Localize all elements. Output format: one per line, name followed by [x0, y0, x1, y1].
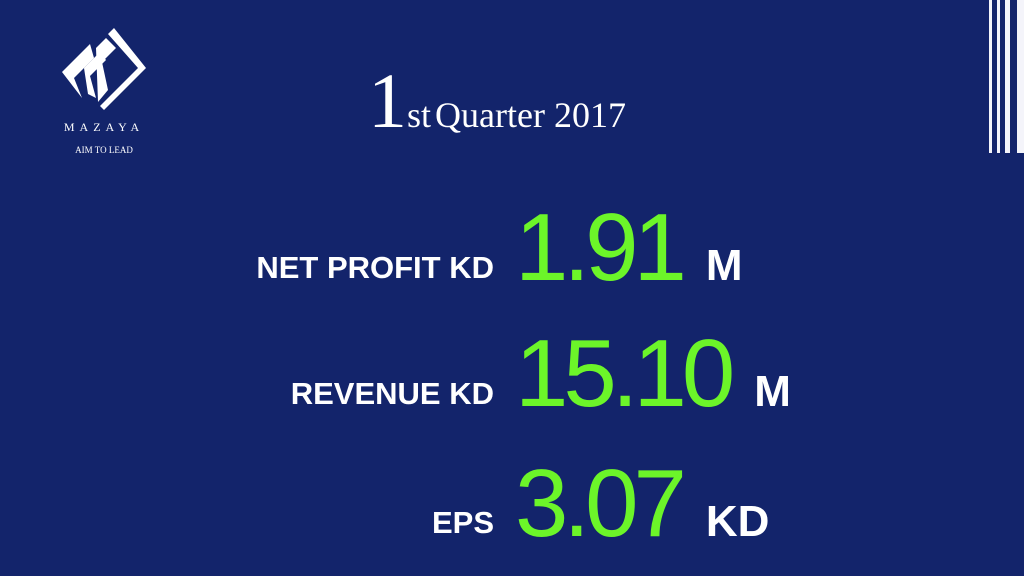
stripe	[989, 0, 992, 153]
metric-label: NET PROFIT KD	[256, 250, 494, 285]
stripe	[1017, 0, 1024, 153]
metric-label: REVENUE KD	[290, 376, 494, 411]
stripe	[997, 0, 1000, 153]
metric-value: 3.07	[515, 450, 687, 557]
metric-value-row: 3.07 KD	[515, 456, 769, 552]
metric-value-row: 1.91 M	[515, 200, 743, 296]
logo-mark-icon	[62, 28, 146, 110]
metric-value-row: 15.10 M	[515, 326, 791, 422]
page-title: 1st Quarter 2017	[368, 62, 626, 140]
title-suffix: st	[407, 95, 432, 135]
metric-unit: M	[705, 241, 743, 290]
metric-unit: KD	[705, 497, 770, 546]
metric-label: EPS	[431, 505, 494, 540]
metric-value: 15.10	[515, 320, 735, 427]
metric-unit: M	[754, 367, 791, 416]
title-text: Quarter 2017	[435, 95, 626, 135]
logo-tagline: AIM TO LEAD	[75, 145, 133, 155]
stripe	[1005, 0, 1010, 153]
logo-name: MAZAYA	[63, 120, 145, 134]
title-number: 1	[368, 57, 407, 144]
metric-value: 1.91	[515, 194, 687, 301]
